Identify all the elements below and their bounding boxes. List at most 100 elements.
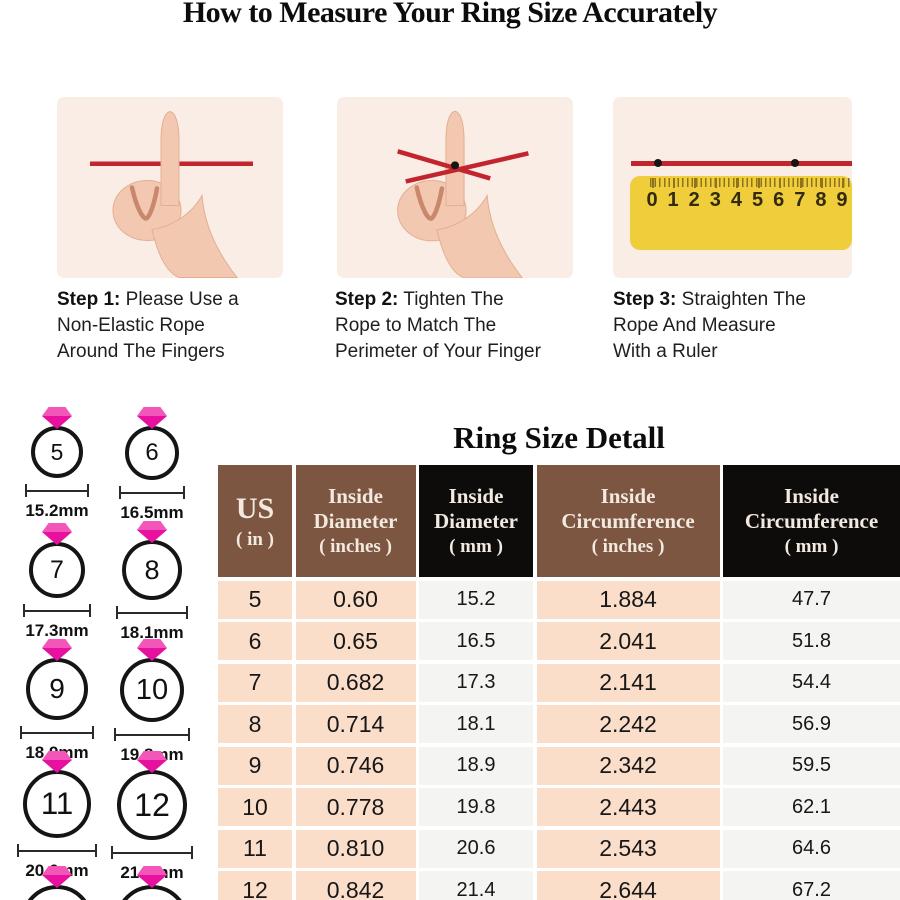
header-line: Diameter — [313, 509, 398, 534]
ring-size-7-illustration: 7 17.3mm — [9, 523, 105, 641]
ruler-icon: 0 1 2 3 4 5 6 7 8 9 — [630, 176, 852, 250]
ruler-numbers: 0 1 2 3 4 5 6 7 8 9 — [644, 178, 850, 212]
ring-illustration-partial — [9, 866, 105, 900]
step2-label: Step 2: — [335, 289, 399, 310]
ring-circle: 7 — [29, 542, 85, 598]
header-line: US — [235, 492, 275, 526]
table-cell: 10 — [218, 788, 292, 826]
ring-size-5-illustration: 5 15.2mm — [9, 407, 105, 521]
ring-diameter-label: 18.1mm — [120, 623, 184, 642]
table-cell: 0.65 — [295, 622, 416, 660]
step3-caption: Step 3: Straighten The Rope And Measure … — [613, 287, 853, 365]
gem-icon — [42, 523, 72, 545]
table-cell: 0.682 — [295, 663, 416, 702]
ring-size-number: 10 — [135, 673, 169, 706]
ruler-number: 7 — [792, 178, 808, 212]
caption-line: Non-Elastic Rope — [57, 315, 205, 336]
ring-size-table: US ( in ) Inside Diameter ( inches ) Ins… — [218, 465, 900, 900]
ring-circle: 12 — [117, 770, 187, 840]
table-cell: 2.242 — [536, 705, 720, 743]
caption-line: Rope to Match The — [335, 315, 497, 336]
diameter-measure-line — [17, 844, 97, 857]
table-cell: 18.9 — [419, 746, 533, 785]
table-cell: 5 — [218, 580, 292, 619]
header-inside-diameter-inches: Inside Diameter ( inches ) — [295, 465, 416, 577]
caption-line: Rope And Measure — [613, 315, 776, 336]
step2-caption: Step 2: Tighten The Rope to Match The Pe… — [335, 287, 591, 365]
header-inside-circumference-mm: Inside Circumference ( mm ) — [723, 465, 900, 577]
gem-icon — [42, 751, 72, 773]
table-cell: 2.644 — [536, 871, 720, 900]
page-title: How to Measure Your Ring Size Accurately — [182, 0, 718, 29]
header-line: ( in ) — [236, 528, 274, 550]
table-cell: 0.714 — [295, 705, 416, 743]
header-inside-diameter-mm: Inside Diameter ( mm ) — [419, 465, 533, 577]
ring-circle: 10 — [120, 658, 184, 722]
ring-size-6-illustration: 6 16.5mm — [104, 407, 200, 523]
ring-diameter-label: 17.3mm — [25, 621, 89, 640]
table-cell: 2.342 — [536, 746, 720, 785]
table-cell: 59.5 — [723, 746, 900, 785]
step1-illustration — [57, 97, 283, 278]
diameter-measure-line — [111, 846, 193, 859]
table-cell: 7 — [218, 663, 292, 702]
ring-size-11-illustration: 11 20.6mm — [9, 751, 105, 881]
header-line: ( mm ) — [449, 536, 503, 558]
header-line: Circumference — [561, 509, 695, 534]
table-cell: 2.141 — [536, 663, 720, 702]
ring-size-9-illustration: 9 18.9mm — [9, 639, 105, 763]
ruler-tick-marks — [650, 178, 850, 187]
ring-size-number: 5 — [50, 438, 64, 465]
step1-label: Step 1: — [57, 289, 121, 310]
gem-icon — [42, 639, 72, 661]
ruler-number: 9 — [834, 178, 850, 212]
header-line: Inside — [448, 483, 504, 508]
ruler-number: 2 — [686, 178, 702, 212]
table-cell: 8 — [218, 705, 292, 743]
header-line: Inside — [328, 483, 383, 508]
ring-circle: 8 — [122, 540, 182, 600]
ring-size-8-illustration: 8 18.1mm — [104, 521, 200, 643]
table-cell: 51.8 — [723, 622, 900, 660]
table-cell: 0.60 — [295, 580, 416, 619]
header-line: Circumference — [744, 509, 879, 534]
header-line: Inside — [600, 483, 656, 508]
caption-line: Straighten The — [681, 289, 806, 310]
header-line: ( inches ) — [591, 536, 665, 558]
ruler-number: 8 — [813, 178, 829, 212]
header-line: Inside — [784, 483, 839, 508]
rope-end-dot — [654, 158, 662, 167]
ruler-number: 4 — [728, 178, 744, 212]
ring-size-10-illustration: 10 19.8mm — [104, 639, 200, 765]
ruler-number: 6 — [771, 178, 787, 212]
gem-icon — [137, 521, 167, 543]
ruler-number: 1 — [665, 178, 681, 212]
ring-circle: 5 — [31, 426, 83, 478]
ring-size-number: 11 — [40, 786, 74, 821]
table-cell: 21.4 — [419, 871, 533, 900]
gem-icon — [42, 866, 72, 888]
header-us: US ( in ) — [218, 465, 292, 577]
table-cell: 20.6 — [419, 829, 533, 868]
ring-size-number: 9 — [49, 673, 65, 704]
table-cell: 0.746 — [295, 746, 416, 785]
ring-diameter-label: 15.2mm — [25, 501, 89, 520]
ring-size-12-illustration: 12 21.4mm — [104, 751, 200, 883]
step2-illustration — [337, 97, 573, 278]
table-cell: 17.3 — [419, 663, 533, 702]
table-cell: 64.6 — [723, 829, 900, 868]
gem-icon — [137, 751, 167, 773]
table-cell: 18.1 — [419, 705, 533, 743]
table-cell: 11 — [218, 829, 292, 868]
table-cell: 15.2 — [419, 580, 533, 619]
caption-line: Around The Fingers — [57, 341, 225, 362]
table-cell: 0.778 — [295, 788, 416, 826]
diameter-measure-line — [116, 606, 188, 619]
caption-line: With a Ruler — [613, 341, 718, 362]
table-cell: 16.5 — [419, 622, 533, 660]
gem-icon — [137, 407, 167, 429]
ruler-number: 5 — [750, 178, 766, 212]
ring-circle: 11 — [23, 770, 91, 838]
table-cell: 54.4 — [723, 663, 900, 702]
rope-line — [631, 161, 852, 166]
